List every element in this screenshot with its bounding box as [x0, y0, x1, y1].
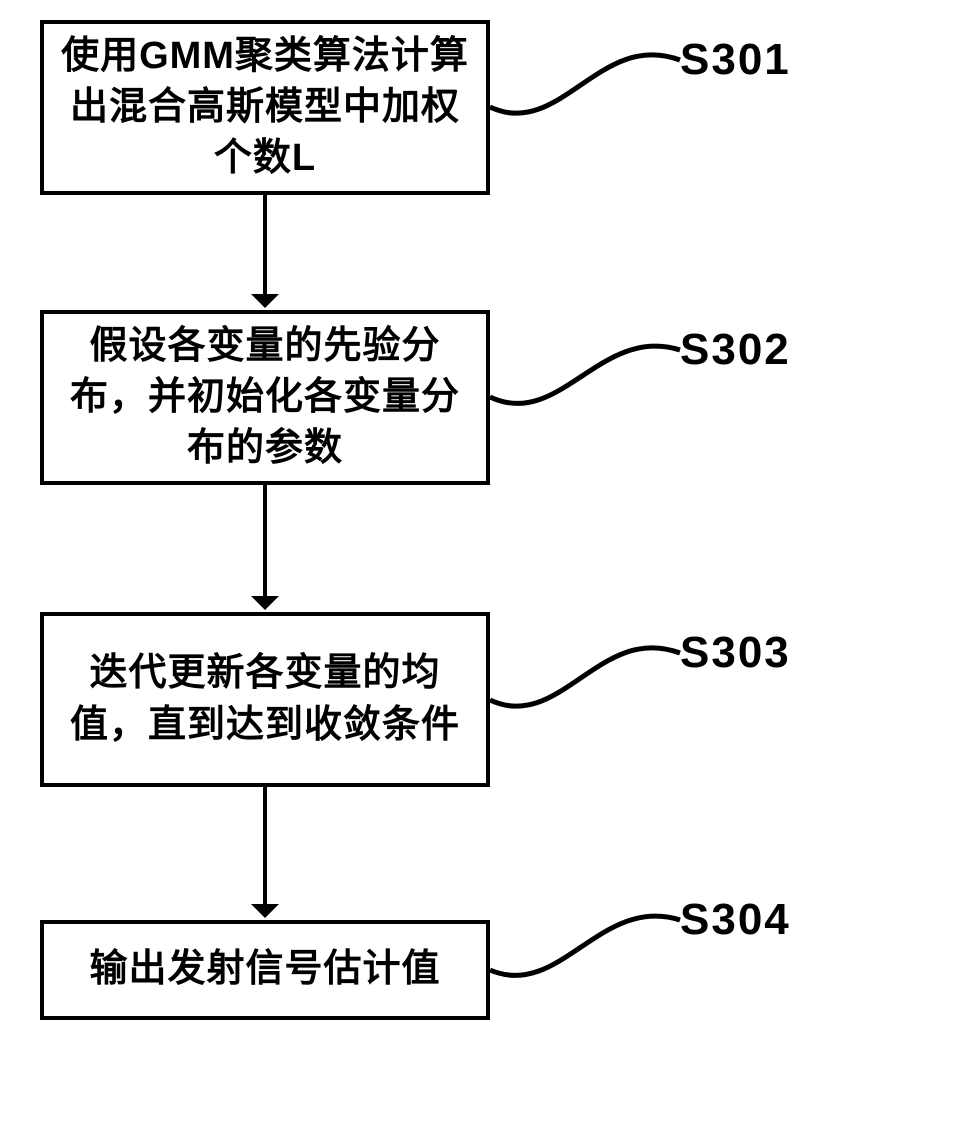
label-s304: S304: [680, 895, 791, 945]
flowchart-step-2: 假设各变量的先验分布，并初始化各变量分布的参数: [40, 310, 490, 485]
label-s302: S302: [680, 325, 791, 375]
label-s303: S303: [680, 628, 791, 678]
connector-4: [480, 885, 690, 1010]
label-s301: S301: [680, 35, 791, 85]
flowchart-step-1-text: 使用GMM聚类算法计算出混合高斯模型中加权个数L: [54, 31, 476, 185]
arrow-3-line: [263, 787, 267, 906]
flowchart-step-4: 输出发射信号估计值: [40, 920, 490, 1020]
flowchart-step-4-text: 输出发射信号估计值: [89, 944, 440, 995]
arrow-2-head: [251, 596, 279, 610]
connector-1: [480, 20, 690, 150]
flowchart-step-1: 使用GMM聚类算法计算出混合高斯模型中加权个数L: [40, 20, 490, 195]
arrow-1-line: [263, 195, 267, 296]
flowchart-step-2-text: 假设各变量的先验分布，并初始化各变量分布的参数: [54, 321, 476, 475]
connector-2: [480, 315, 690, 440]
flowchart-step-3: 迭代更新各变量的均值，直到达到收敛条件: [40, 612, 490, 787]
arrow-3-head: [251, 904, 279, 918]
connector-3: [480, 613, 690, 743]
arrow-1-head: [251, 294, 279, 308]
flowchart-step-3-text: 迭代更新各变量的均值，直到达到收敛条件: [54, 648, 476, 751]
arrow-2-line: [263, 485, 267, 598]
